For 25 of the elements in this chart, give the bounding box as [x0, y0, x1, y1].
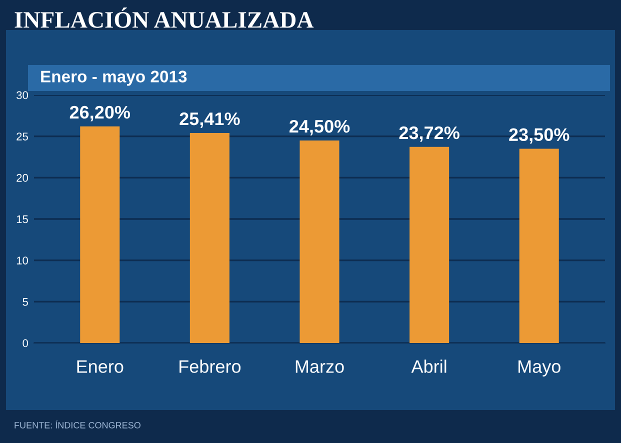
bar [80, 126, 120, 343]
y-tick-label: 20 [16, 174, 28, 182]
y-tick-label: 25 [16, 132, 28, 140]
y-tick-label: 15 [16, 215, 28, 224]
x-tick-label: Abril [411, 360, 446, 373]
bar [410, 146, 450, 343]
y-tick-label: 10 [16, 256, 28, 264]
data-label: 23,72% [399, 126, 460, 142]
data-label: 23,50% [509, 128, 570, 144]
bar [519, 148, 559, 343]
y-tick-label: 5 [22, 298, 28, 306]
chart-title: INFLACIÓN ANUALIZADA [14, 7, 314, 28]
chart-subtitle: Enero - mayo 2013 [41, 70, 187, 86]
y-tick-label: 0 [22, 339, 28, 348]
source-note: FUENTE: ÍNDICE CONGRESO [14, 420, 140, 428]
x-tick-label: Enero [77, 360, 124, 373]
data-label: 25,41% [180, 112, 240, 128]
x-tick-label: Mayo [518, 360, 560, 376]
x-tick-label: Febrero [180, 360, 241, 373]
bar [190, 132, 230, 343]
y-tick-label: 30 [16, 91, 28, 100]
bar [300, 140, 340, 343]
data-label: 24,50% [290, 120, 350, 136]
x-tick-label: Marzo [296, 360, 344, 373]
data-label: 26,20% [70, 106, 130, 122]
